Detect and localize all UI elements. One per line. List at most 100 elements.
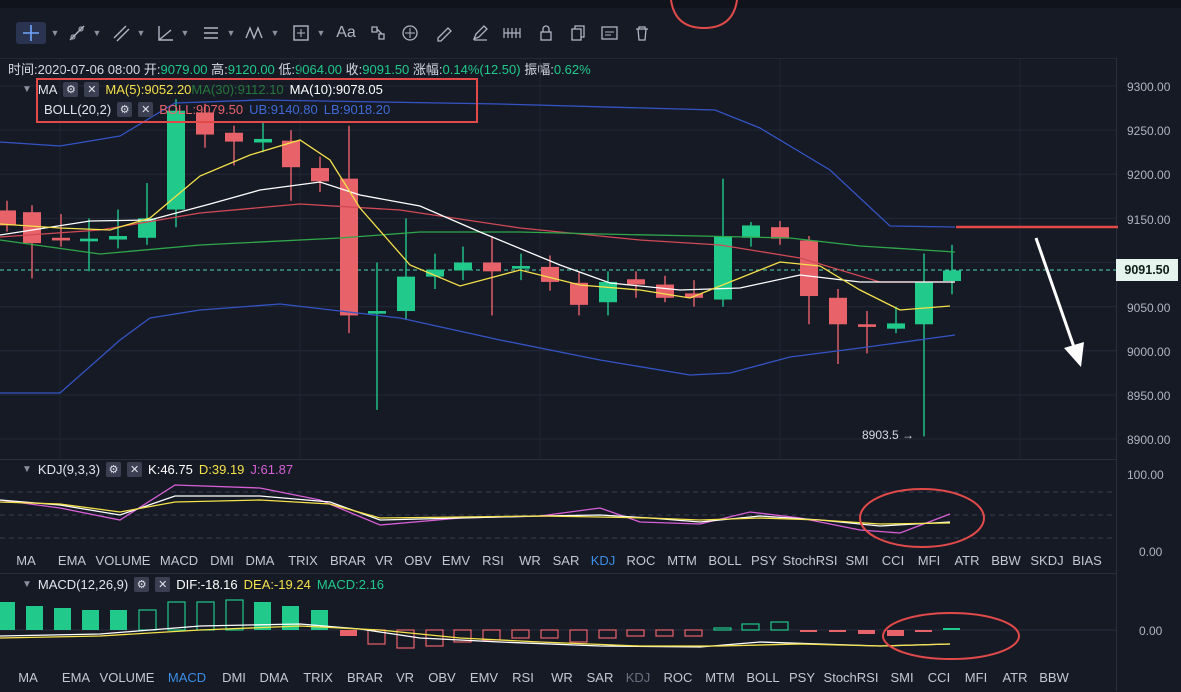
trendline-icon[interactable] xyxy=(64,22,90,44)
fib-icon[interactable] xyxy=(108,22,134,44)
lock-icon[interactable] xyxy=(534,22,558,44)
tab-roc[interactable]: ROC xyxy=(626,553,656,568)
annotation-top-ellipse xyxy=(670,0,738,30)
close-icon[interactable]: ✕ xyxy=(155,577,171,592)
tab-mtm[interactable]: MTM xyxy=(705,670,735,685)
tab-sar[interactable]: SAR xyxy=(552,553,580,568)
tab-cci[interactable]: CCI xyxy=(881,553,905,568)
tab-psy[interactable]: PSY xyxy=(750,553,777,568)
tab-brar[interactable]: BRAR xyxy=(329,553,367,568)
close-icon[interactable]: ✕ xyxy=(138,102,154,117)
tab-dma[interactable]: DMA xyxy=(259,670,289,685)
collapse-chevron-icon[interactable]: ▼ xyxy=(22,84,32,95)
chevron-down-icon[interactable]: ▼ xyxy=(316,28,326,38)
tab-roc[interactable]: ROC xyxy=(663,670,693,685)
gear-icon[interactable]: ⚙ xyxy=(63,82,79,97)
tab-psy[interactable]: PSY xyxy=(788,670,815,685)
text-icon[interactable]: Aa xyxy=(336,24,356,41)
copy-icon[interactable] xyxy=(566,22,590,44)
tab-bbw[interactable]: BBW xyxy=(1039,670,1069,685)
tab-stochrsi[interactable]: StochRSI xyxy=(782,553,838,568)
tab-dma[interactable]: DMA xyxy=(245,553,275,568)
tab-atr[interactable]: ATR xyxy=(1002,670,1028,685)
chevron-down-icon[interactable]: ▼ xyxy=(270,28,280,38)
chevron-down-icon[interactable]: ▼ xyxy=(180,28,190,38)
tab-stochrsi[interactable]: StochRSI xyxy=(823,670,879,685)
tab-brar[interactable]: BRAR xyxy=(346,670,384,685)
price-axis[interactable]: 9300.00 9250.00 9200.00 9150.00 9050.00 … xyxy=(1116,58,1181,691)
macd-hist-value: MACD:2.16 xyxy=(316,577,385,592)
close-icon[interactable]: ✕ xyxy=(127,462,143,477)
tab-rsi[interactable]: RSI xyxy=(482,553,504,568)
tab-obv[interactable]: OBV xyxy=(428,670,456,685)
gear-icon[interactable]: ⚙ xyxy=(117,102,133,117)
chevron-down-icon[interactable]: ▼ xyxy=(50,28,60,38)
tab-dmi[interactable]: DMI xyxy=(222,670,246,685)
tab-kdj[interactable]: KDJ xyxy=(625,670,651,685)
close-icon[interactable]: ✕ xyxy=(84,82,100,97)
chevron-down-icon[interactable]: ▼ xyxy=(226,28,236,38)
tab-bias[interactable]: BIAS xyxy=(1072,553,1102,568)
tab-wr[interactable]: WR xyxy=(551,670,573,685)
tab-trix[interactable]: TRIX xyxy=(303,670,333,685)
candlestick-chart[interactable] xyxy=(0,58,1116,460)
tab-smi[interactable]: SMI xyxy=(890,670,914,685)
tab-emv[interactable]: EMV xyxy=(469,670,499,685)
kdj-legend-name: KDJ(9,3,3) xyxy=(37,462,101,477)
tab-cci[interactable]: CCI xyxy=(927,670,951,685)
wave-icon[interactable] xyxy=(242,22,268,44)
price-tick: 9250.00 xyxy=(1127,124,1171,138)
tab-bbw[interactable]: BBW xyxy=(991,553,1021,568)
tab-vr[interactable]: VR xyxy=(374,553,394,568)
kdj-d-value: D:39.19 xyxy=(198,462,245,477)
tab-skdj[interactable]: SKDJ xyxy=(1030,553,1064,568)
tab-mtm[interactable]: MTM xyxy=(667,553,697,568)
tab-kdj[interactable]: KDJ xyxy=(590,553,616,568)
angle-icon[interactable] xyxy=(152,22,178,44)
tab-boll[interactable]: BOLL xyxy=(708,553,742,568)
tab-volume[interactable]: VOLUME xyxy=(99,670,155,685)
time-label: 时间: xyxy=(8,62,38,77)
tab-ma[interactable]: MA xyxy=(16,553,36,568)
low-label: 低: xyxy=(278,62,296,77)
visibility-icon[interactable] xyxy=(598,22,622,44)
brush-icon[interactable] xyxy=(398,22,422,44)
tab-mfi[interactable]: MFI xyxy=(964,670,988,685)
tab-volume[interactable]: VOLUME xyxy=(95,553,151,568)
tab-ma[interactable]: MA xyxy=(18,670,38,685)
collapse-chevron-icon[interactable]: ▼ xyxy=(22,464,32,475)
chevron-down-icon[interactable]: ▼ xyxy=(92,28,102,38)
tab-mfi[interactable]: MFI xyxy=(917,553,941,568)
chevron-down-icon[interactable]: ▼ xyxy=(136,28,146,38)
tab-ema[interactable]: EMA xyxy=(61,670,91,685)
tab-wr[interactable]: WR xyxy=(519,553,541,568)
pattern-icon[interactable] xyxy=(366,22,390,44)
gear-icon[interactable]: ⚙ xyxy=(134,577,150,592)
pencil-icon[interactable] xyxy=(468,22,492,44)
magnet-icon[interactable] xyxy=(500,22,524,44)
tab-sar[interactable]: SAR xyxy=(586,670,614,685)
tab-atr[interactable]: ATR xyxy=(954,553,980,568)
crosshair-icon[interactable] xyxy=(16,22,46,44)
ma-legend-name: MA xyxy=(37,82,58,97)
low-price-marker: 8903.5 → xyxy=(862,428,915,442)
eraser-icon[interactable] xyxy=(432,22,456,44)
macd-legend: ▼ MACD(12,26,9) ⚙ ✕ DIF:-18.16 DEA:-19.2… xyxy=(22,577,384,592)
trash-icon[interactable] xyxy=(630,22,654,44)
tab-macd[interactable]: MACD xyxy=(167,670,207,685)
tab-obv[interactable]: OBV xyxy=(404,553,432,568)
tab-smi[interactable]: SMI xyxy=(845,553,869,568)
measure-icon[interactable] xyxy=(288,22,314,44)
gear-icon[interactable]: ⚙ xyxy=(106,462,122,477)
high-label: 高: xyxy=(211,62,228,77)
tab-dmi[interactable]: DMI xyxy=(210,553,234,568)
tab-ema[interactable]: EMA xyxy=(57,553,87,568)
tab-boll[interactable]: BOLL xyxy=(746,670,780,685)
tab-vr[interactable]: VR xyxy=(395,670,415,685)
hline-icon[interactable] xyxy=(198,22,224,44)
collapse-chevron-icon[interactable]: ▼ xyxy=(22,579,32,590)
tab-emv[interactable]: EMV xyxy=(441,553,471,568)
tab-rsi[interactable]: RSI xyxy=(512,670,534,685)
tab-trix[interactable]: TRIX xyxy=(288,553,318,568)
tab-macd[interactable]: MACD xyxy=(159,553,199,568)
